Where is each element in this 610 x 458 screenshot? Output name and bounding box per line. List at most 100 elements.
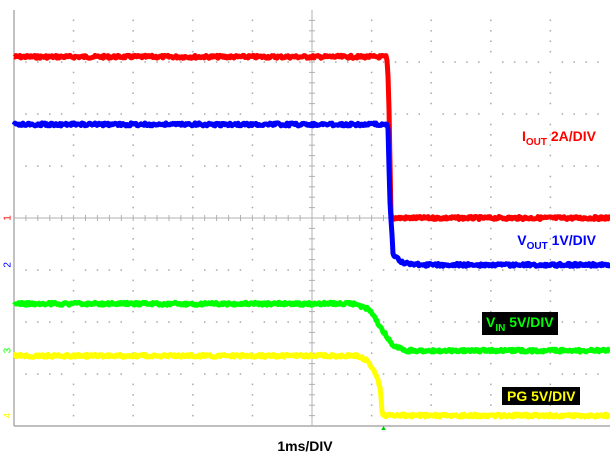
channel-marker-iout: 1 bbox=[3, 215, 14, 221]
grid-dot bbox=[370, 394, 373, 396]
grid-dot bbox=[549, 258, 552, 261]
grid-dot bbox=[275, 61, 277, 63]
grid-dot bbox=[132, 238, 134, 240]
grid-dot bbox=[192, 238, 194, 240]
grid-dot bbox=[454, 373, 456, 375]
grid-dot bbox=[549, 186, 552, 188]
grid-dot bbox=[490, 206, 492, 209]
grid-dot bbox=[192, 258, 194, 261]
grid-dot bbox=[502, 113, 504, 115]
grid-dot bbox=[549, 279, 552, 282]
grid-dot bbox=[549, 30, 552, 32]
grid-dot bbox=[382, 269, 385, 271]
grid-dot bbox=[370, 186, 373, 188]
grid-dot bbox=[478, 113, 480, 115]
grid-dot bbox=[370, 154, 373, 157]
grid-dot bbox=[490, 30, 492, 32]
grid-dot bbox=[72, 144, 75, 146]
grid-dot bbox=[370, 50, 373, 53]
trace-iout bbox=[12, 52, 610, 222]
grid-dot bbox=[108, 113, 111, 115]
grid-dot bbox=[84, 61, 87, 63]
grid-dot bbox=[192, 331, 194, 334]
grid-dot bbox=[549, 175, 552, 178]
grid-dot bbox=[370, 71, 373, 74]
vout-label-rest: 1V/DIV bbox=[547, 232, 596, 248]
grid-dot bbox=[430, 258, 432, 261]
grid-dot bbox=[382, 61, 385, 63]
grid-dot bbox=[358, 373, 361, 375]
grid-dot bbox=[347, 165, 349, 167]
grid-dot bbox=[370, 290, 373, 292]
grid-dot bbox=[430, 71, 432, 74]
grid-dot bbox=[108, 269, 111, 271]
grid-dot bbox=[132, 290, 134, 292]
grid-dot bbox=[168, 113, 170, 115]
grid-dot bbox=[430, 300, 432, 302]
grid-dot bbox=[144, 373, 146, 375]
grid-dot bbox=[490, 196, 492, 198]
grid-dot bbox=[84, 321, 87, 323]
grid-dot bbox=[549, 40, 552, 42]
grid-dot bbox=[72, 40, 75, 42]
grid-dot bbox=[132, 102, 134, 105]
grid-dot bbox=[430, 102, 432, 105]
grid-dot bbox=[549, 290, 552, 292]
grid-dot bbox=[132, 196, 134, 198]
grid-dot bbox=[251, 134, 254, 136]
grid-dot bbox=[454, 321, 456, 323]
grid-dot bbox=[204, 373, 206, 375]
grid-dot bbox=[430, 394, 432, 396]
grid-dot bbox=[37, 269, 39, 271]
grid-dot bbox=[96, 373, 99, 375]
grid-dot bbox=[490, 92, 492, 94]
grid-dot bbox=[299, 165, 301, 167]
grid-dot bbox=[370, 383, 373, 386]
grid-dot bbox=[478, 61, 480, 63]
grid-dot bbox=[192, 404, 194, 406]
grid-dot bbox=[251, 227, 254, 230]
grid-dot bbox=[72, 19, 75, 22]
grid-dot bbox=[549, 383, 552, 386]
grid-dot bbox=[347, 61, 349, 63]
grid-dot bbox=[382, 373, 385, 375]
grid-dot bbox=[442, 165, 444, 167]
grid-dot bbox=[537, 113, 540, 115]
grid-dot bbox=[120, 373, 122, 375]
grid-dot bbox=[192, 394, 194, 396]
grid-dot bbox=[72, 154, 75, 157]
grid-dot bbox=[204, 113, 206, 115]
vin-scale-label: VIN 5V/DIV bbox=[482, 312, 558, 335]
grid-dot bbox=[49, 165, 51, 167]
grid-dot bbox=[192, 71, 194, 74]
grid-dot bbox=[180, 113, 182, 115]
grid-dot bbox=[192, 30, 194, 32]
grid-dot bbox=[132, 258, 134, 261]
grid-dot bbox=[251, 30, 254, 32]
grid-dot bbox=[454, 269, 456, 271]
pg-label-main: PG 5V/DIV bbox=[507, 388, 576, 404]
grid-dot bbox=[49, 61, 51, 63]
grid-dot bbox=[430, 404, 432, 406]
grid-dot bbox=[466, 113, 468, 115]
grid-dot bbox=[370, 92, 373, 94]
grid-dot bbox=[144, 165, 146, 167]
grid-dot bbox=[585, 269, 587, 271]
grid-dot bbox=[215, 269, 218, 271]
grid-dot bbox=[49, 373, 51, 375]
grid-dot bbox=[132, 82, 134, 84]
grid-dot bbox=[72, 238, 75, 240]
grid-dot bbox=[478, 373, 480, 375]
grid-dot bbox=[406, 61, 409, 63]
grid-dot bbox=[490, 144, 492, 146]
grid-dot bbox=[287, 321, 289, 323]
grid-dot bbox=[204, 61, 206, 63]
grid-dot bbox=[370, 30, 373, 32]
grid-dot bbox=[454, 165, 456, 167]
grid-dot bbox=[335, 321, 337, 323]
grid-dot bbox=[347, 113, 349, 115]
grid-dot bbox=[108, 321, 111, 323]
grid-dot bbox=[132, 362, 134, 365]
grid-dot bbox=[585, 321, 587, 323]
traces bbox=[11, 52, 610, 420]
